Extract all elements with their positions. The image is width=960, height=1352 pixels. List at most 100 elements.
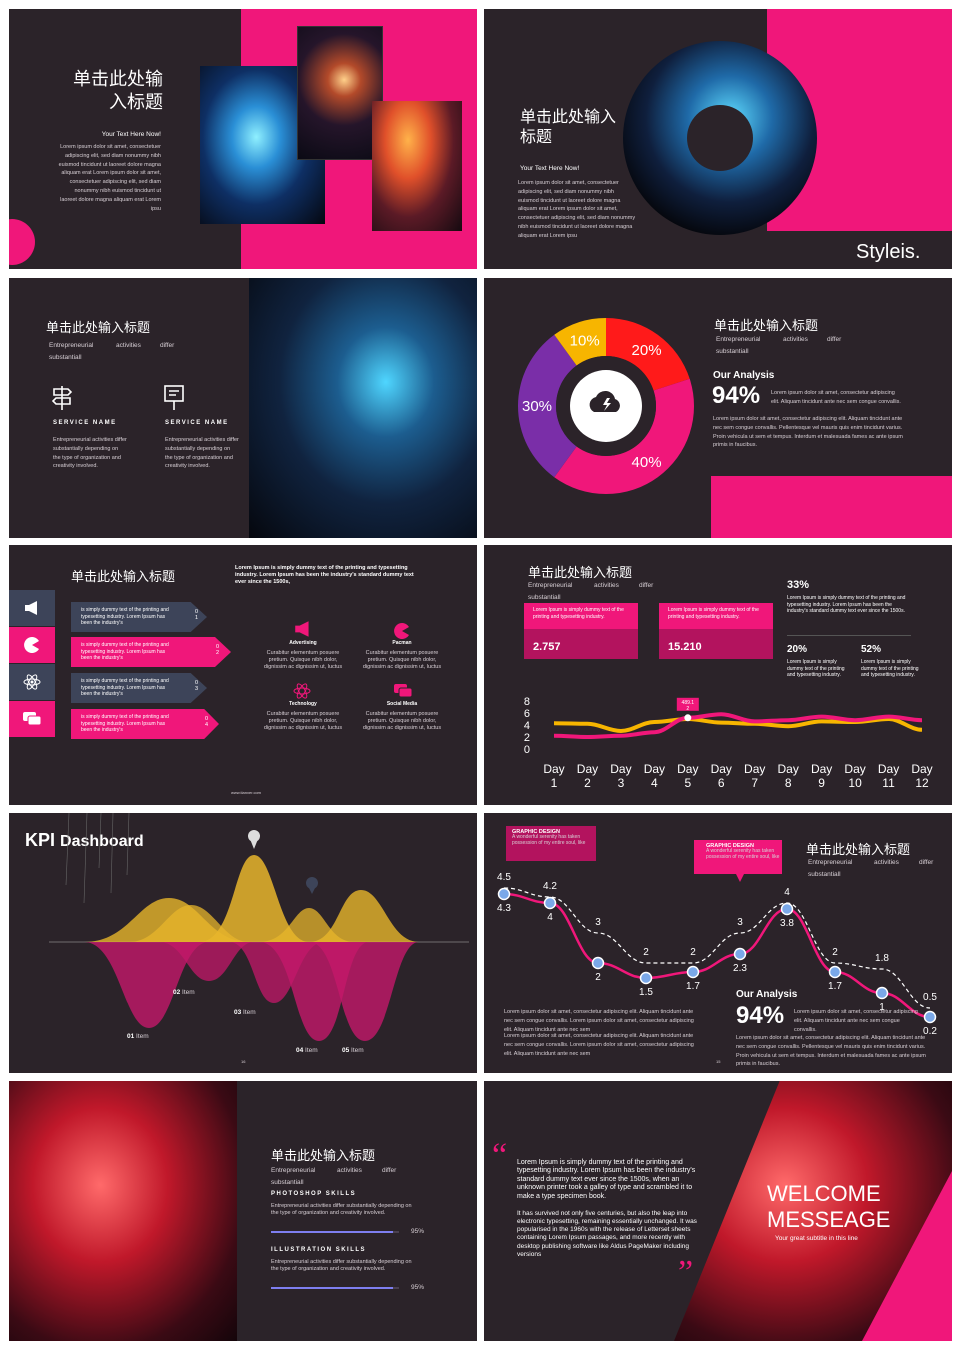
icon-col xyxy=(9,590,55,754)
footer-url: www.tianxer.com xyxy=(231,790,262,795)
slide-2[interactable]: 单击此处输入 标题 Your Text Here Now! Lorem ipsu… xyxy=(484,9,952,269)
donut-slice xyxy=(518,334,577,478)
slide-4[interactable]: 20% 40% 30% 10% 单击此处输入标题 Entrepreneurial ac… xyxy=(484,278,952,538)
analysis-body: Lorem ipsum dolor sit amet, consectetur … xyxy=(713,416,903,449)
stat-3-pct: 52% xyxy=(861,644,882,655)
pink-block xyxy=(711,476,952,538)
sub-word-4: substantiall xyxy=(528,594,561,601)
line-chart: 86420Day1Day2Day3Day4Day5Day6Day7Day8Day… xyxy=(524,696,933,790)
slide-1[interactable]: 单击此处输 入标题 Your Text Here Now! Lorem ipsu… xyxy=(9,9,477,269)
point-label: 1.8 xyxy=(875,953,889,964)
stat-divider xyxy=(787,635,911,636)
slide-7[interactable]: KPI Dashboard 01 Item 02 Item 03 Item 04… xyxy=(9,813,477,1073)
hang-line xyxy=(98,813,102,869)
service-name-1: SERVICE NAME xyxy=(53,420,117,426)
donut-label: 30% xyxy=(522,398,552,415)
x-tick: 11 xyxy=(882,776,895,790)
analysis-body: Lorem ipsum dolor sit amet, consectetur … xyxy=(736,1035,926,1068)
slide-title: 单击此处输 入标题 xyxy=(73,69,163,113)
sub-word-3: differ xyxy=(827,336,842,343)
stat-1-pct: 33% xyxy=(787,579,810,591)
slide-body: Lorem ipsum dolor sit amet, consectetuer… xyxy=(518,180,636,239)
x-tick: Day xyxy=(911,762,932,776)
y-tick: 6 xyxy=(524,708,530,720)
tooltip xyxy=(676,697,699,711)
feature-name-3: Technology xyxy=(289,701,317,707)
feature-text-1: Curabitur elementum posuere pretium. Qui… xyxy=(263,650,343,671)
row-text-3: is simply dummy text of the printing and… xyxy=(81,678,169,697)
point-label: 1.7 xyxy=(686,981,700,992)
megaphone-icon xyxy=(295,621,309,637)
y-tick: 2 xyxy=(524,732,530,744)
skill-name-2: ILLUSTRATION SKILLS xyxy=(271,1247,367,1253)
slide-3[interactable]: 单击此处输入标题 Entrepreneurial activities diff… xyxy=(9,278,477,538)
row-num-2: 02 xyxy=(216,644,220,657)
page-number: 16 xyxy=(241,1059,246,1064)
data-point xyxy=(543,896,557,910)
x-tick: Day xyxy=(644,762,665,776)
analysis-label: Our Analysis xyxy=(713,370,775,381)
point-label: 2 xyxy=(595,972,601,983)
atom-icon xyxy=(23,674,41,690)
sub-word-3: differ xyxy=(382,1167,397,1174)
page-number: 15 xyxy=(716,1059,721,1064)
party-photo xyxy=(9,1081,237,1341)
card-2-header xyxy=(659,603,773,629)
sub-word-3: differ xyxy=(639,582,654,589)
cloud-icon xyxy=(589,390,620,412)
slide-9[interactable]: 单击此处输入标题 Entrepreneurial activities diff… xyxy=(9,1081,477,1341)
point-label: 4.5 xyxy=(497,872,511,883)
concert-photo xyxy=(372,101,462,231)
x-tick: 2 xyxy=(584,776,591,790)
slide-title: 单击此处输入标题 xyxy=(71,570,176,585)
donut-slice xyxy=(554,378,694,494)
atom-icon xyxy=(293,683,311,699)
x-tick: Day xyxy=(610,762,631,776)
skill-pct-1: 95% xyxy=(411,1228,425,1235)
point-label: 1 xyxy=(879,1002,885,1013)
x-tick: Day xyxy=(811,762,832,776)
x-tick: Day xyxy=(844,762,865,776)
data-point xyxy=(875,986,889,1000)
x-tick: 12 xyxy=(915,776,929,790)
slide-10[interactable]: “ Lorem Ipsum is simply dummy text of th… xyxy=(484,1081,952,1341)
point-label: 0.2 xyxy=(923,1026,937,1037)
callout-2-pointer xyxy=(736,874,744,882)
sub-word-4: substantiall xyxy=(271,1179,304,1186)
feature-name-2: Pacman xyxy=(392,640,412,646)
welcome-line-2: MESSEAGE xyxy=(767,1207,891,1232)
billboard-icon xyxy=(164,385,184,410)
data-point xyxy=(497,887,511,901)
x-tick: 1 xyxy=(551,776,558,790)
x-tick: Day xyxy=(677,762,698,776)
point-label: 2 xyxy=(832,947,838,958)
donut-chart: 20% 40% 30% 10% xyxy=(518,318,694,494)
skill-bar-2 xyxy=(271,1287,393,1289)
feature-text-3: Curabitur elementum posuere pretium. Qui… xyxy=(263,711,343,732)
callout-2 xyxy=(694,840,782,874)
card-2-value: 15.210 xyxy=(668,641,702,653)
brand-text: Styleis. xyxy=(856,241,921,263)
kpi-title-b: Dashboard xyxy=(60,833,144,850)
donut-label: 20% xyxy=(632,342,662,359)
sub-word-1: Entrepreneurial xyxy=(808,859,853,866)
point-label: 3 xyxy=(737,917,743,928)
sub-word-1: Entrepreneurial xyxy=(271,1167,316,1174)
x-tick: Day xyxy=(778,762,799,776)
point-label: 4.3 xyxy=(497,903,511,914)
data-point xyxy=(639,971,653,985)
point-label: 0.5 xyxy=(923,992,937,1003)
slide-title: 单击此处输入标题 xyxy=(271,1149,376,1164)
row-2 xyxy=(71,637,231,667)
x-tick: 10 xyxy=(848,776,862,790)
slide-5[interactable]: 单击此处输入标题 Lorem Ipsum is simply dummy tex… xyxy=(9,545,477,805)
slide-8[interactable]: 4.3 4.5 4 4.2 2 3 1.5 2 1.7 2 2.3 3 3.8 4 1.7 2 1 1.8 0.2 0… xyxy=(484,813,952,1073)
stat-2-pct: 20% xyxy=(787,644,808,655)
stat-1-text: Lorem Ipsum is simply dummy text of the … xyxy=(787,595,906,614)
slide-subtitle: Your Text Here Now! xyxy=(520,165,580,172)
quote-open: “ xyxy=(492,1137,508,1174)
slide-6[interactable]: 单击此处输入标题 Entrepreneurial activities diff… xyxy=(484,545,952,805)
callout-2-text: A wonderful serenity has taken possessio… xyxy=(706,848,780,860)
skill-text-2: Entrepreneurial activities differ substa… xyxy=(271,1259,412,1273)
chat-icon xyxy=(394,684,413,698)
